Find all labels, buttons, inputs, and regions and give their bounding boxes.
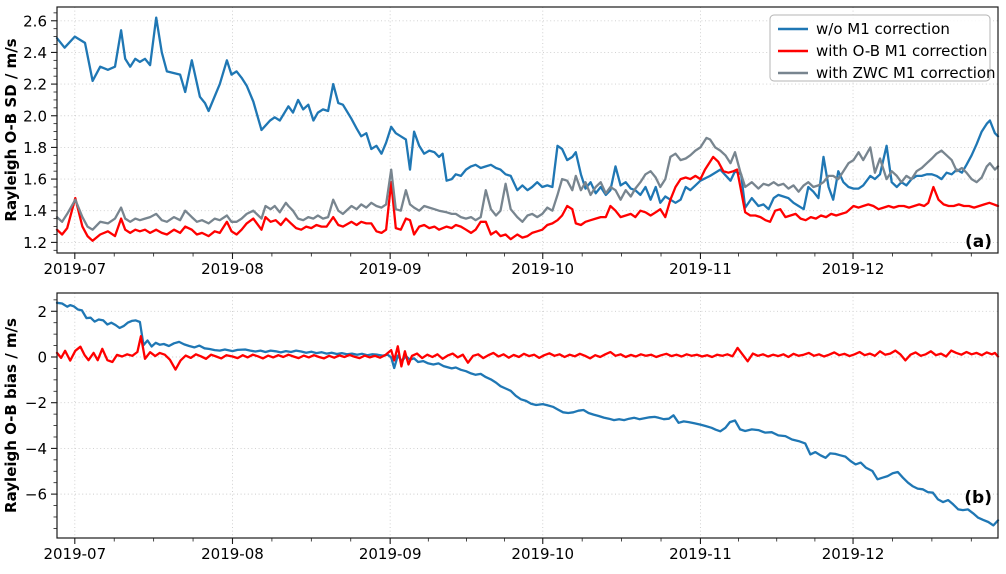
y-tick-label: 1.8 [23,139,47,157]
series-line-with-o-b-m1-correction [55,335,1000,371]
x-tick-label: 2019-10 [511,260,574,278]
panel-a [51,6,1000,259]
y-tick-label: 2.0 [23,107,47,125]
x-tick-label: 2019-12 [822,260,885,278]
y-tick-label: 1.2 [23,234,47,252]
panel-annotation: (b) [964,488,992,508]
legend-label: with O-B M1 correction [816,42,987,60]
axes-spines [56,6,999,254]
x-tick-label: 2019-12 [822,545,885,563]
y-axis-label: Rayleigh O-B bias / m/s [2,318,20,513]
x-tick-label: 2019-10 [511,545,574,563]
y-tick-label: 0 [37,348,47,366]
y-tick-label: 2.4 [23,44,47,62]
legend-box [769,14,991,82]
x-tick-label: 2019-11 [669,260,732,278]
x-tick-label: 2019-08 [201,260,264,278]
y-tick-label: 2.2 [23,76,47,94]
panel-annotation: (a) [965,232,992,252]
x-tick-label: 2019-08 [201,545,264,563]
series-line-w-o-m1-correction [55,16,1000,211]
x-tick-label: 2019-07 [43,545,106,563]
axes-spines [56,292,999,539]
panel-b [51,292,1000,544]
x-tick-label: 2019-11 [669,545,732,563]
legend-label: with ZWC M1 correction [816,64,996,82]
x-tick-label: 2019-09 [359,260,422,278]
series-line-w-o-m1-correction [55,301,1000,527]
y-tick-label: −6 [25,486,47,504]
legend-label: w/o M1 correction [816,20,950,38]
y-tick-label: 2.6 [23,12,47,30]
series-line-with-o-b-m1-correction [55,155,1000,242]
y-tick-label: −2 [25,394,47,412]
y-tick-label: 1.4 [23,202,47,220]
y-tick-label: −4 [25,440,47,458]
series-line-with-zwc-m1-correction [55,136,1000,231]
y-tick-label: 1.6 [23,171,47,189]
x-tick-label: 2019-09 [359,545,422,563]
y-axis-label: Rayleigh O-B SD / m/s [2,38,20,221]
x-tick-label: 2019-07 [43,260,106,278]
legend: w/o M1 correction with O-B M1 correction w… [769,14,996,82]
y-tick-label: 2 [37,303,47,321]
